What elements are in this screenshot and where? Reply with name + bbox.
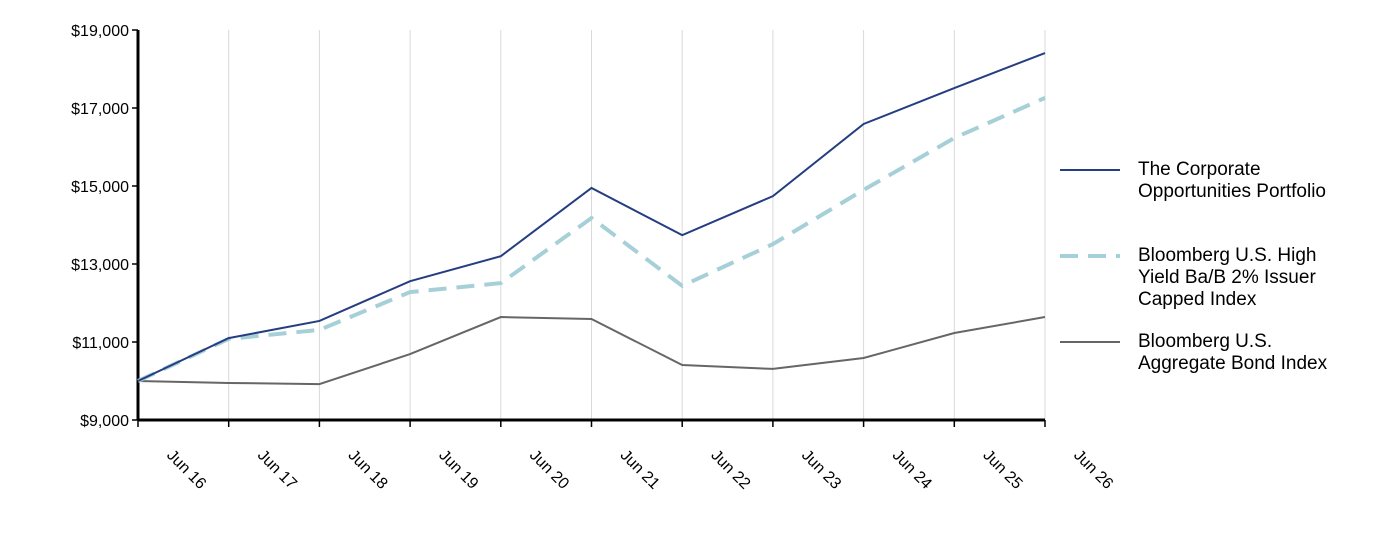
- x-tick-label: Jun 25: [979, 447, 1025, 493]
- series-line: [137, 316, 1046, 386]
- x-tick-label: Jun 21: [617, 447, 663, 493]
- legend-label: Bloomberg U.S. High Yield Ba/B 2% Issuer…: [1138, 245, 1317, 310]
- y-tick-label: $11,000: [72, 335, 129, 352]
- x-tick-label: Jun 26: [1070, 447, 1116, 493]
- x-tick-label: Jun 20: [526, 447, 572, 493]
- y-tick-label: $9,000: [80, 413, 129, 430]
- x-tick-label: Jun 19: [435, 447, 481, 493]
- x-tick-label: Jun 23: [798, 447, 844, 493]
- legend-label: Bloomberg U.S. Aggregate Bond Index: [1138, 331, 1328, 374]
- y-tick-label: $13,000: [71, 257, 129, 274]
- y-tick-label: $17,000: [71, 101, 129, 118]
- y-tick-label: $19,000: [71, 23, 129, 40]
- x-tick-label: Jun 24: [889, 447, 935, 493]
- y-tick-label: $15,000: [71, 179, 129, 196]
- x-tick-label: Jun 16: [163, 447, 209, 493]
- x-tick-label: Jun 17: [254, 447, 300, 493]
- x-tick-label: Jun 22: [707, 447, 753, 493]
- x-tick-label: Jun 18: [345, 447, 391, 493]
- series-line: [137, 96, 1046, 383]
- legend-item: The Corporate Opportunities Portfolio: [1138, 159, 1326, 202]
- legend-item: Bloomberg U.S. Aggregate Bond Index: [1138, 331, 1328, 374]
- legend-label: The Corporate Opportunities Portfolio: [1138, 159, 1326, 202]
- legend-item: Bloomberg U.S. High Yield Ba/B 2% Issuer…: [1138, 245, 1317, 310]
- series-line: [137, 52, 1046, 382]
